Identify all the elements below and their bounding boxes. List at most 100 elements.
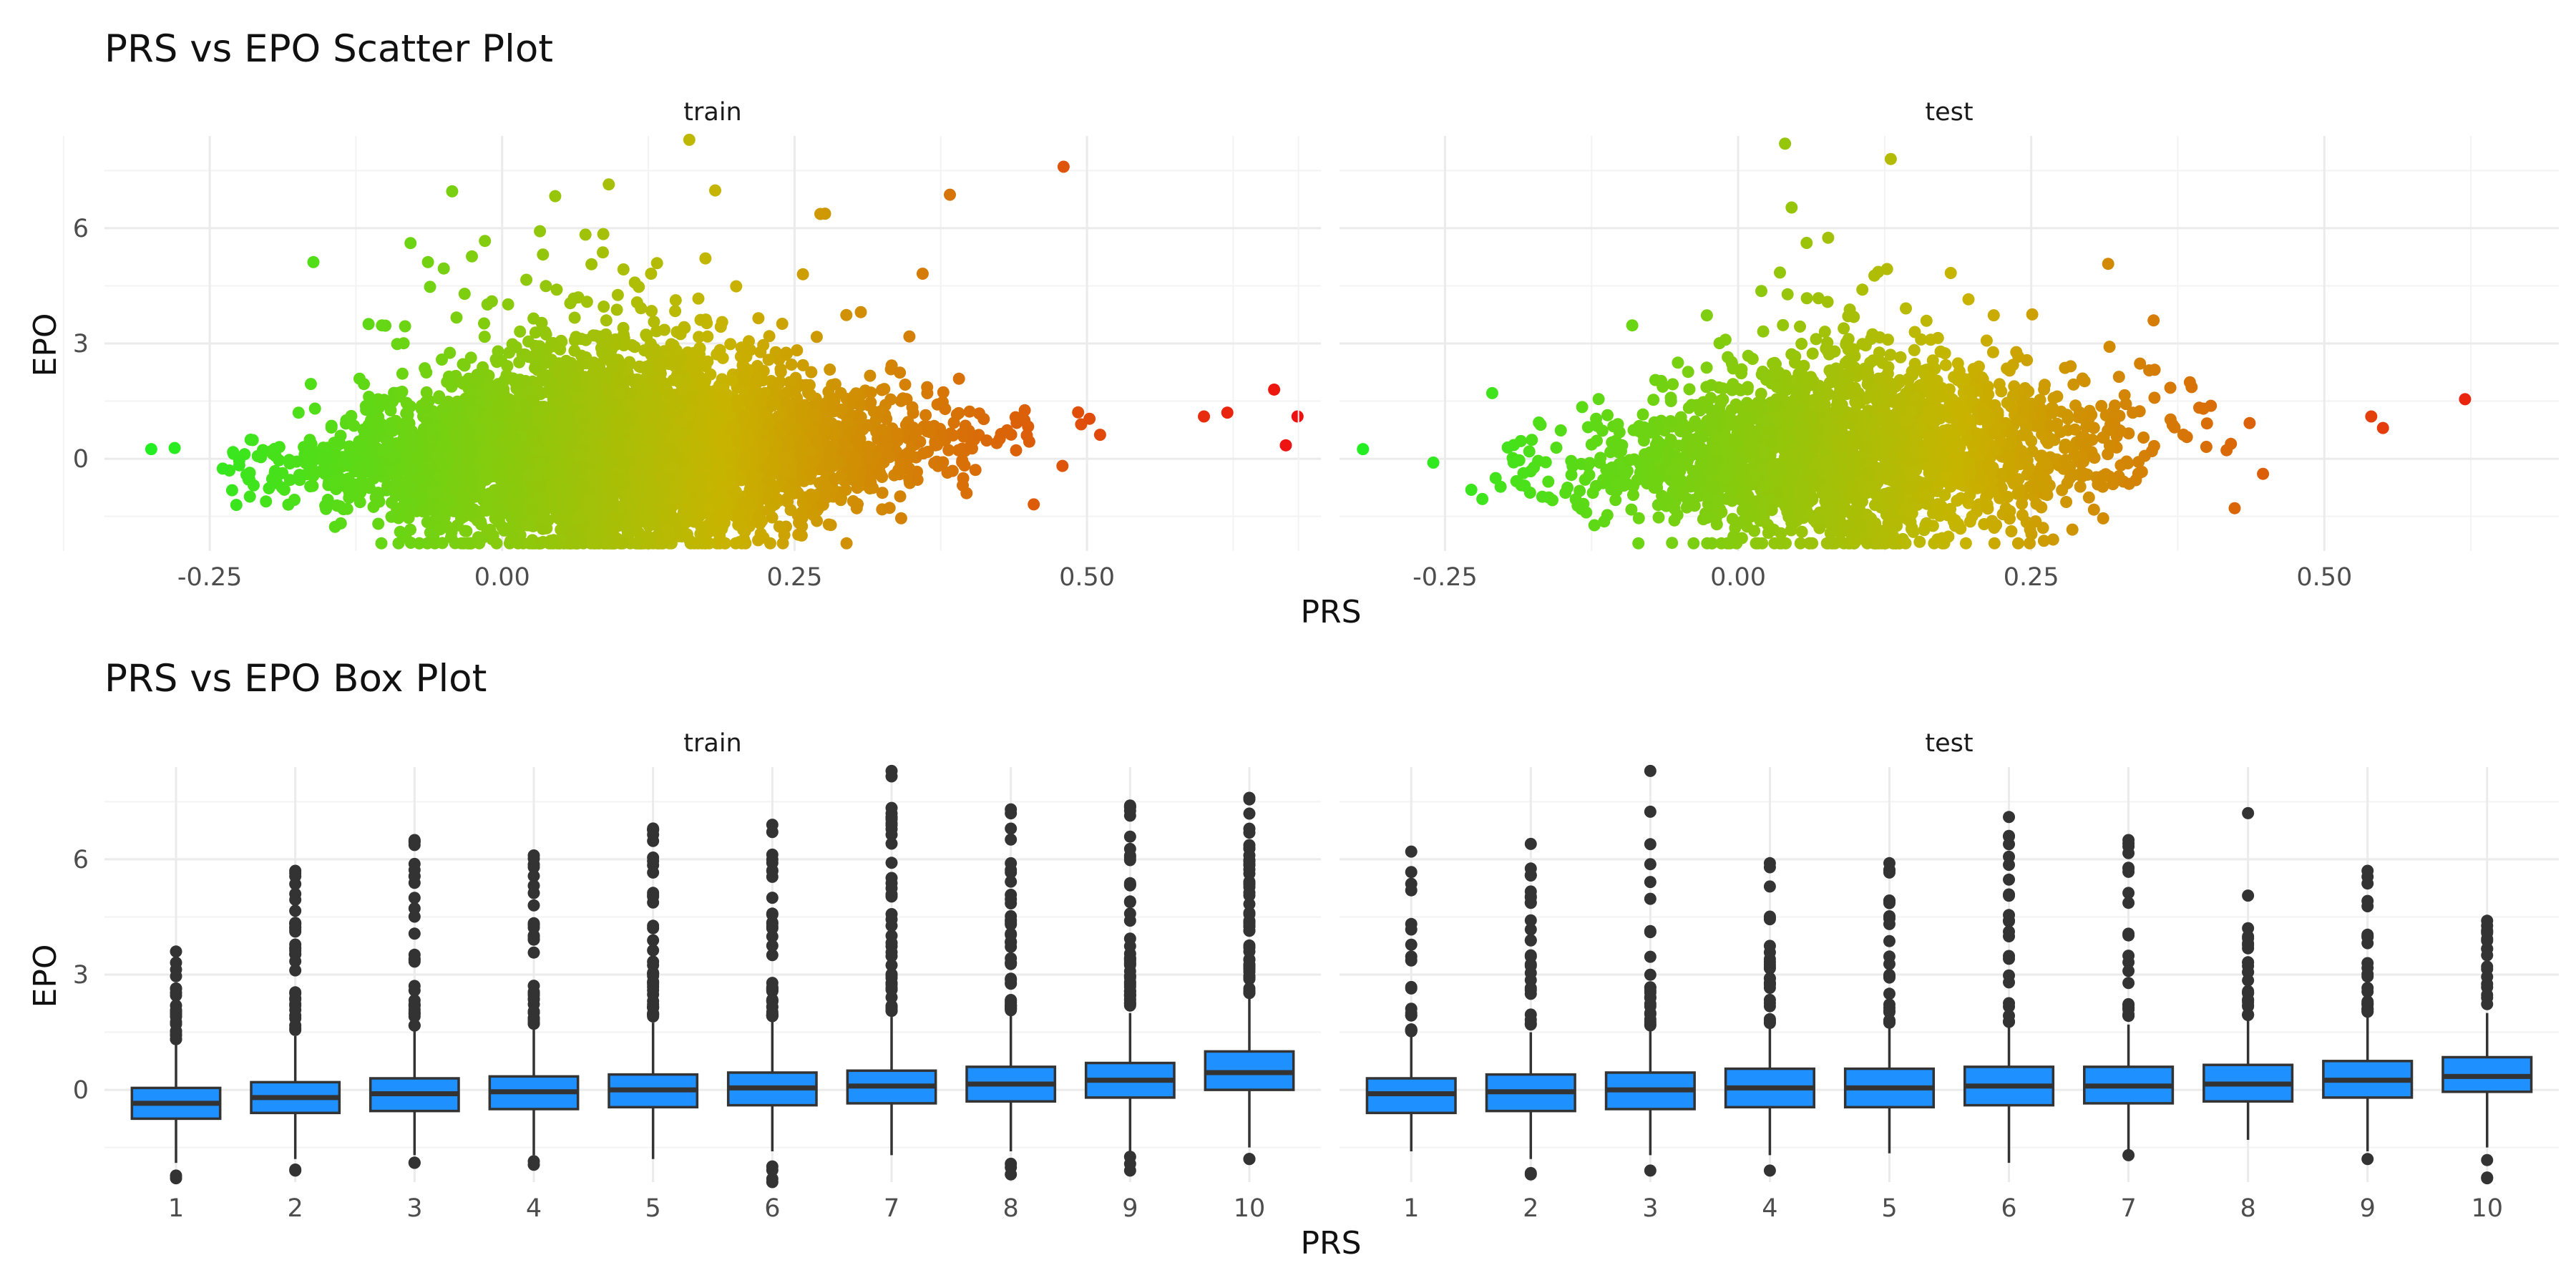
scatter-point xyxy=(894,394,907,407)
scatter-point xyxy=(724,452,737,464)
scatter-point xyxy=(719,398,732,411)
scatter-point xyxy=(911,474,924,486)
scatter-point xyxy=(851,482,864,494)
scatter-point xyxy=(716,351,729,364)
scatter-point xyxy=(562,510,574,523)
scatter-point xyxy=(437,262,450,275)
scatter-point xyxy=(479,235,492,248)
scatter-point xyxy=(480,504,493,517)
scatter-point xyxy=(564,297,577,310)
scatter-point xyxy=(458,288,471,301)
scatter-point xyxy=(600,351,613,364)
scatter-point xyxy=(763,330,776,343)
scatter-point xyxy=(894,490,907,503)
scatter-point xyxy=(960,487,973,499)
scatter-point xyxy=(737,523,749,536)
scatter-point xyxy=(677,455,690,468)
scatter-point xyxy=(345,409,358,422)
scatter-point xyxy=(642,456,655,469)
scatter-point xyxy=(579,228,592,241)
scatter-point xyxy=(606,485,619,498)
scatter-point xyxy=(372,517,385,530)
scatter-point xyxy=(602,178,615,191)
scatter-point xyxy=(931,439,944,452)
scatter-point xyxy=(1056,459,1069,472)
scatter-point xyxy=(776,537,789,550)
scatter-point xyxy=(597,301,610,313)
scatter-point xyxy=(854,399,867,412)
scatter-point xyxy=(1010,444,1023,457)
scatter-point xyxy=(708,524,721,537)
scatter-point xyxy=(362,318,375,331)
scatter-point xyxy=(941,467,954,479)
scatter-point xyxy=(667,398,680,411)
scatter-point xyxy=(942,444,955,457)
scatter-point xyxy=(451,425,464,438)
scatter-point xyxy=(742,435,754,448)
scatter-point xyxy=(952,372,965,385)
scatter-point xyxy=(635,361,647,374)
scatter-point xyxy=(471,374,484,386)
scatter-point xyxy=(894,512,907,525)
scatter-point xyxy=(730,280,743,293)
scatter-point xyxy=(325,419,338,432)
scatter-point xyxy=(233,454,245,467)
scatter-point xyxy=(854,411,867,424)
scatter-point xyxy=(293,469,306,482)
scatter-point xyxy=(876,424,889,436)
scatter-point xyxy=(1020,429,1033,441)
scatter-point xyxy=(642,404,655,416)
scatter-point xyxy=(708,417,721,430)
scatter-point xyxy=(834,494,847,507)
scatter-point xyxy=(814,208,826,220)
scatter-point xyxy=(840,308,853,321)
scatter-point xyxy=(399,320,411,333)
scatter-point xyxy=(450,311,463,324)
scatter-point xyxy=(458,359,471,372)
scatter-point xyxy=(585,452,598,464)
scatter-point xyxy=(457,377,469,390)
scatter-point xyxy=(353,439,366,452)
scatter-points-train xyxy=(145,133,1304,550)
scatter-point xyxy=(937,456,950,469)
scatter-point xyxy=(756,514,769,527)
scatter-point xyxy=(716,316,728,328)
scatter-point xyxy=(921,387,934,399)
scatter-point xyxy=(375,537,388,550)
scatter-point xyxy=(415,492,428,504)
scatter-point xyxy=(532,406,545,419)
scatter-point xyxy=(807,491,820,504)
scatter-point xyxy=(365,416,378,429)
scatter-point xyxy=(709,184,721,197)
scatter-point xyxy=(376,444,389,457)
scatter-point xyxy=(824,444,836,456)
scatter-y-tick-label: 6 xyxy=(73,215,89,243)
scatter-point xyxy=(816,499,829,511)
scatter-point xyxy=(688,346,701,359)
scatter-point xyxy=(452,463,464,476)
scatter-point xyxy=(632,480,645,493)
scatter-point xyxy=(419,396,432,409)
scatter-point xyxy=(688,537,701,550)
scatter-point xyxy=(374,466,386,479)
scatter-point xyxy=(492,379,504,391)
scatter-point xyxy=(810,331,823,343)
scatter-point xyxy=(670,426,683,439)
scatter-point xyxy=(977,413,990,426)
scatter-point xyxy=(658,323,670,336)
scatter-point xyxy=(492,345,504,358)
scatter-point xyxy=(919,409,932,421)
scatter-point xyxy=(693,331,706,343)
scatter-point xyxy=(725,468,738,481)
scatter-point xyxy=(883,502,896,514)
scatter-point xyxy=(963,405,976,418)
scatter-point xyxy=(434,523,447,536)
scatter-point xyxy=(762,353,775,366)
scatter-point xyxy=(650,257,663,270)
scatter-y-tick-label: 3 xyxy=(73,330,89,358)
scatter-facet-label-train: train xyxy=(683,98,741,127)
scatter-point xyxy=(307,255,320,268)
scatter-point xyxy=(412,452,425,465)
scatter-point xyxy=(819,474,831,487)
